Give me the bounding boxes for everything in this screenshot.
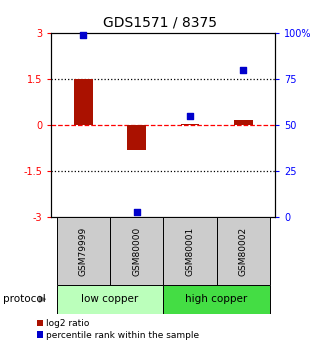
Text: GSM79999: GSM79999	[79, 226, 88, 276]
Text: GSM80001: GSM80001	[185, 226, 194, 276]
Text: protocol: protocol	[3, 294, 46, 304]
Bar	[57, 285, 163, 314]
Text: GSM80000: GSM80000	[132, 226, 141, 276]
Point	[187, 113, 192, 119]
Text: low copper: low copper	[81, 294, 139, 304]
Text: GSM80002: GSM80002	[239, 226, 248, 276]
Bar	[110, 217, 163, 285]
Text: GDS1571 / 8375: GDS1571 / 8375	[103, 16, 217, 30]
Point	[81, 32, 86, 37]
Bar	[57, 217, 110, 285]
Bar	[127, 125, 146, 150]
Point	[241, 67, 246, 72]
Bar	[180, 124, 199, 125]
Bar	[163, 217, 217, 285]
Bar	[234, 120, 252, 125]
Point	[134, 209, 139, 215]
Bar	[74, 79, 92, 125]
Bar	[163, 285, 270, 314]
Legend: log2 ratio, percentile rank within the sample: log2 ratio, percentile rank within the s…	[36, 319, 200, 339]
Bar	[217, 217, 270, 285]
Text: high copper: high copper	[185, 294, 248, 304]
